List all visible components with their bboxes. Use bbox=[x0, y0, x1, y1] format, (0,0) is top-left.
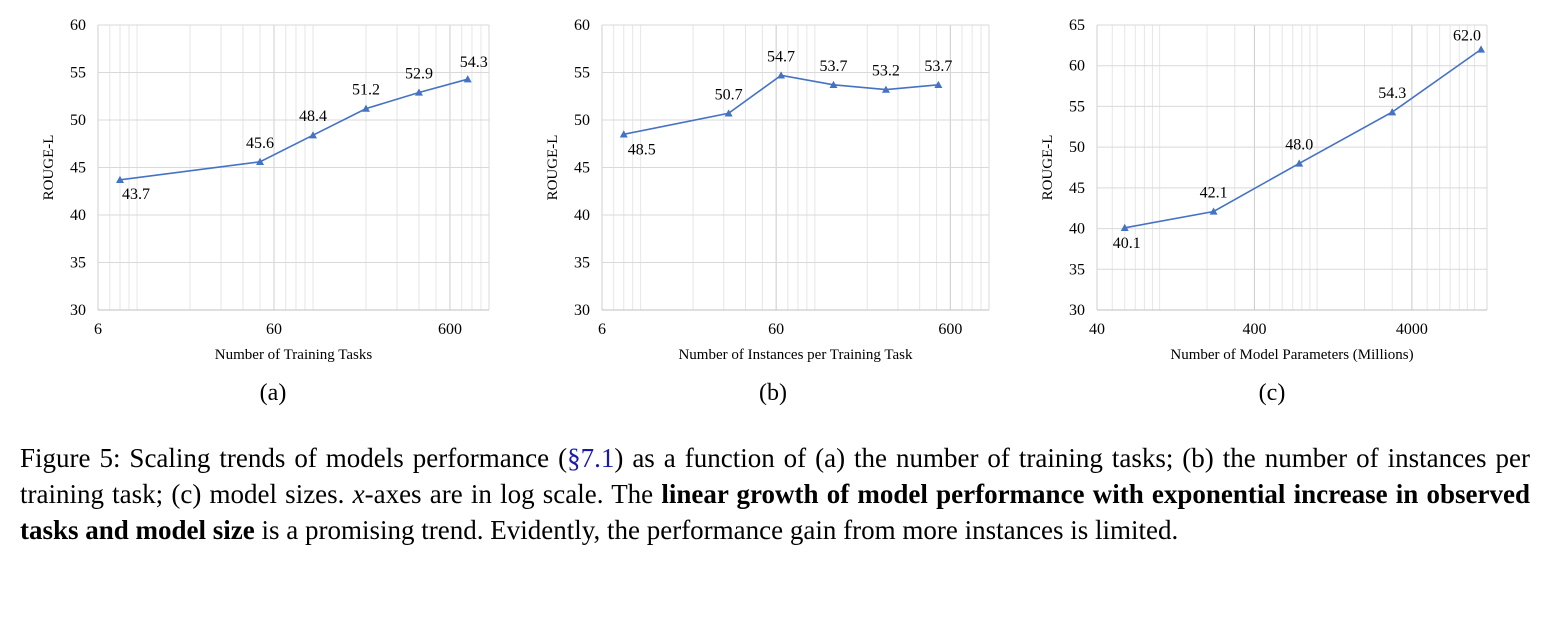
data-point-marker bbox=[1209, 207, 1218, 215]
y-tick-label: 45 bbox=[574, 160, 590, 177]
y-tick-label: 55 bbox=[1069, 98, 1085, 115]
data-label: 42.1 bbox=[1200, 184, 1228, 201]
chart-panel-a: 30 35 40 45 50 55 60 6 60 600 Number of Training T… bbox=[41, 17, 490, 406]
y-tick-label: 50 bbox=[1069, 139, 1085, 156]
data-point-marker bbox=[777, 71, 786, 79]
data-label: 54.3 bbox=[1378, 85, 1406, 102]
caption-math-variable: x bbox=[352, 479, 365, 509]
panel-label: (b) bbox=[759, 380, 787, 406]
y-tick-label: 35 bbox=[1069, 261, 1085, 278]
y-tick-label: 60 bbox=[574, 17, 590, 34]
figure: 30 35 40 45 50 55 60 6 60 600 Number of Training T… bbox=[41, 17, 1488, 406]
y-tick-label: 40 bbox=[70, 207, 86, 224]
chart-panel-c: 30 35 40 45 50 55 60 65 40 400 4000 Number of Model… bbox=[1040, 17, 1488, 406]
data-point-marker bbox=[829, 80, 838, 89]
x-tick-label: 400 bbox=[1242, 321, 1266, 338]
x-tick-label: 4000 bbox=[1396, 321, 1428, 338]
data-point-marker bbox=[1295, 159, 1304, 167]
data-label: 52.9 bbox=[405, 65, 433, 82]
data-label: 51.2 bbox=[352, 82, 380, 99]
y-tick-label: 35 bbox=[574, 255, 590, 272]
y-tick-label: 60 bbox=[1069, 58, 1085, 75]
x-tick-label: 600 bbox=[438, 321, 462, 338]
data-label: 45.6 bbox=[246, 135, 274, 152]
x-tick-label: 60 bbox=[266, 321, 282, 338]
series-line bbox=[119, 78, 468, 181]
data-point-marker bbox=[1120, 223, 1129, 231]
figure-caption: Figure 5: Scaling trends of models perfo… bbox=[20, 440, 1530, 548]
data-label: 54.3 bbox=[460, 54, 488, 71]
data-point-marker bbox=[463, 75, 472, 83]
y-tick-label: 65 bbox=[1069, 17, 1085, 34]
data-point-marker bbox=[1477, 45, 1486, 53]
x-tick-label: 6 bbox=[94, 321, 102, 338]
y-tick-label: 30 bbox=[1069, 302, 1085, 319]
data-point-marker bbox=[881, 85, 890, 93]
y-tick-label: 30 bbox=[574, 302, 590, 319]
data-point-marker bbox=[256, 157, 265, 165]
data-point-marker bbox=[361, 104, 370, 112]
data-label: 43.7 bbox=[122, 186, 150, 203]
data-point-marker bbox=[619, 130, 628, 138]
x-tick-label: 6 bbox=[598, 321, 606, 338]
data-label: 62.0 bbox=[1453, 27, 1481, 44]
y-tick-label: 50 bbox=[574, 112, 590, 129]
y-axis-title: ROUGE-L bbox=[1040, 135, 1056, 201]
data-point-marker bbox=[1388, 108, 1397, 116]
x-tick-label: 600 bbox=[938, 321, 962, 338]
section-reference-link[interactable]: §7.1 bbox=[567, 443, 615, 473]
series-line bbox=[623, 74, 939, 136]
data-point-marker bbox=[115, 175, 124, 184]
data-point-marker bbox=[414, 88, 423, 96]
y-tick-label: 35 bbox=[70, 255, 86, 272]
y-tick-label: 40 bbox=[574, 207, 590, 224]
chart-panel-b: 30 35 40 45 50 55 60 6 60 600 Number of Instances … bbox=[545, 17, 990, 406]
y-tick-label: 40 bbox=[1069, 221, 1085, 238]
data-label: 40.1 bbox=[1113, 235, 1141, 252]
data-point-marker bbox=[724, 109, 733, 117]
y-tick-label: 55 bbox=[70, 65, 86, 82]
data-label: 48.5 bbox=[628, 141, 656, 158]
data-point-marker bbox=[934, 80, 943, 89]
x-axis-title: Number of Model Parameters (Millions) bbox=[1170, 347, 1413, 363]
y-tick-label: 55 bbox=[574, 65, 590, 82]
x-axis-title: Number of Instances per Training Task bbox=[678, 347, 913, 363]
caption-text-2: ) as a function of (a) the number of tra… bbox=[20, 443, 1530, 509]
panel-label: (c) bbox=[1259, 380, 1286, 406]
data-label: 48.4 bbox=[299, 108, 327, 125]
caption-text-1: Figure 5: Scaling trends of models perfo… bbox=[20, 443, 568, 473]
y-tick-label: 60 bbox=[70, 17, 86, 34]
caption-bold-statement: linear growth of model performance with … bbox=[20, 479, 1530, 545]
panel-label: (a) bbox=[260, 380, 287, 406]
data-label: 53.7 bbox=[819, 58, 847, 75]
data-label: 53.2 bbox=[872, 63, 900, 80]
y-tick-label: 50 bbox=[70, 112, 86, 129]
data-label: 54.7 bbox=[767, 48, 795, 65]
y-axis-title: ROUGE-L bbox=[41, 135, 57, 201]
data-label: 48.0 bbox=[1285, 136, 1313, 153]
y-tick-label: 45 bbox=[1069, 180, 1085, 197]
x-axis-title: Number of Training Tasks bbox=[215, 347, 373, 363]
data-label: 50.7 bbox=[715, 86, 743, 103]
caption-text-4: is a promising trend. Evidently, the per… bbox=[254, 515, 1179, 545]
y-tick-label: 30 bbox=[70, 302, 86, 319]
y-axis-title: ROUGE-L bbox=[545, 135, 561, 201]
data-label: 53.7 bbox=[924, 58, 952, 75]
data-point-marker bbox=[309, 131, 318, 139]
x-tick-label: 60 bbox=[768, 321, 784, 338]
caption-text-3: -axes are in log scale. The bbox=[364, 479, 662, 509]
y-tick-label: 45 bbox=[70, 160, 86, 177]
x-tick-label: 40 bbox=[1089, 321, 1105, 338]
